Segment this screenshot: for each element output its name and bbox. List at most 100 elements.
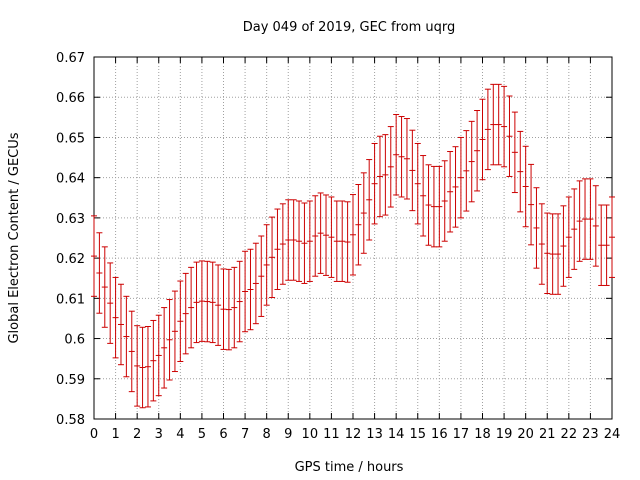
error-bar xyxy=(290,199,297,281)
y-tick-label: 0.66 xyxy=(56,91,85,106)
error-bar xyxy=(209,261,216,344)
x-tick-label: 5 xyxy=(198,427,206,442)
x-axis-label: GPS time / hours xyxy=(295,460,404,475)
error-bar xyxy=(436,165,443,248)
error-bar xyxy=(382,134,389,216)
y-tick-label: 0.65 xyxy=(56,131,85,146)
x-tick-label: 2 xyxy=(133,427,141,442)
error-bar xyxy=(134,325,141,407)
x-tick-label: 4 xyxy=(176,427,184,442)
x-tick-label: 12 xyxy=(345,427,362,442)
error-bar xyxy=(420,155,427,237)
x-tick-label: 19 xyxy=(496,427,513,442)
error-bar xyxy=(517,130,524,213)
error-bar xyxy=(393,114,400,196)
error-bar xyxy=(555,213,562,295)
error-bar xyxy=(501,85,508,168)
x-tick-label: 22 xyxy=(561,427,578,442)
error-bar xyxy=(371,142,378,225)
x-tick-label: 1 xyxy=(111,427,119,442)
x-tick-label: 20 xyxy=(517,427,534,442)
error-bar xyxy=(204,260,211,343)
error-bar xyxy=(474,109,481,192)
error-bar xyxy=(188,266,195,349)
x-tick-label: 15 xyxy=(409,427,426,442)
error-bar xyxy=(236,260,243,343)
error-bar xyxy=(128,310,135,393)
y-axis-label: Global Electron Content / GECUs xyxy=(7,132,22,343)
error-bar xyxy=(409,129,416,212)
error-bar xyxy=(225,268,232,351)
x-tick-label: 10 xyxy=(302,427,319,442)
error-bar xyxy=(538,203,545,285)
error-bar xyxy=(549,213,556,295)
error-bar xyxy=(355,184,362,266)
error-bar xyxy=(150,319,157,402)
error-bar xyxy=(139,326,146,409)
error-bar xyxy=(560,205,567,287)
error-bar xyxy=(344,201,351,283)
error-bar xyxy=(198,260,205,342)
error-bar xyxy=(269,216,276,299)
error-bar xyxy=(166,299,173,381)
error-bar xyxy=(161,307,168,389)
error-bar xyxy=(576,180,583,262)
error-bar xyxy=(112,276,119,359)
y-tick-label: 0.67 xyxy=(56,51,85,66)
error-bar xyxy=(242,250,249,333)
x-tick-label: 0 xyxy=(90,427,98,442)
error-bar xyxy=(350,194,356,276)
error-bar xyxy=(430,165,437,248)
error-bar xyxy=(296,200,303,282)
error-bar xyxy=(571,188,578,270)
error-bar xyxy=(258,235,265,317)
error-bar xyxy=(220,268,227,350)
axis-ticks xyxy=(93,56,613,420)
error-bar xyxy=(598,204,605,286)
error-bar xyxy=(479,98,486,181)
error-bar xyxy=(96,232,103,314)
error-bar xyxy=(312,195,319,277)
error-bar xyxy=(592,185,599,267)
x-tick-label: 13 xyxy=(366,427,383,442)
error-bar xyxy=(182,272,189,355)
error-bar xyxy=(231,266,238,349)
x-tick-label: 21 xyxy=(539,427,556,442)
error-bar xyxy=(177,280,184,362)
y-tick-label: 0.62 xyxy=(56,252,85,267)
error-bar xyxy=(484,88,491,171)
error-bar xyxy=(252,242,259,325)
error-bar xyxy=(301,202,308,284)
error-bar xyxy=(193,261,200,344)
error-bar xyxy=(452,146,459,228)
error-bar xyxy=(339,200,346,282)
error-bar xyxy=(328,196,335,278)
error-bar xyxy=(247,248,254,331)
error-bar xyxy=(398,116,405,198)
error-bar xyxy=(317,192,324,274)
y-tick-label: 0.63 xyxy=(56,212,85,227)
error-bar xyxy=(306,200,313,282)
y-tick-label: 0.61 xyxy=(56,292,85,307)
error-bar xyxy=(215,264,222,346)
x-tick-label: 11 xyxy=(323,427,340,442)
error-bar xyxy=(171,290,178,373)
error-bar xyxy=(403,118,410,200)
error-bar xyxy=(414,142,421,225)
error-bar xyxy=(609,196,615,278)
error-bar xyxy=(528,163,535,246)
error-bar xyxy=(107,262,114,344)
error-bar xyxy=(425,164,432,246)
x-tick-label: 3 xyxy=(155,427,163,442)
error-bar xyxy=(155,314,162,397)
error-bar xyxy=(506,95,513,177)
error-bar xyxy=(522,145,529,228)
y-tick-label: 0.58 xyxy=(56,413,85,428)
x-tick-label: 23 xyxy=(582,427,599,442)
x-tick-label: 16 xyxy=(431,427,448,442)
error-bar xyxy=(565,196,572,278)
error-bar xyxy=(447,151,454,233)
x-tick-label: 18 xyxy=(474,427,491,442)
